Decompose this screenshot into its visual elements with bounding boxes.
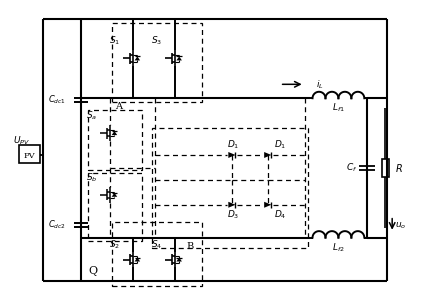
- Text: Q: Q: [88, 266, 97, 276]
- Bar: [88, 173, 142, 240]
- Polygon shape: [112, 193, 117, 197]
- Text: A: A: [115, 102, 122, 111]
- Text: $i_L$: $i_L$: [316, 78, 324, 91]
- Text: $D_1$: $D_1$: [274, 139, 287, 151]
- Text: B: B: [187, 242, 194, 251]
- Bar: [112, 22, 202, 102]
- Text: $C_{dc1}$: $C_{dc1}$: [48, 94, 66, 106]
- Polygon shape: [229, 202, 235, 208]
- Text: $S_4$: $S_4$: [151, 238, 162, 251]
- Text: $S_1$: $S_1$: [109, 34, 120, 47]
- Text: $D_1$: $D_1$: [227, 139, 239, 151]
- Text: $U_{PV}$: $U_{PV}$: [13, 135, 30, 147]
- Text: $C_f$: $C_f$: [346, 162, 357, 174]
- Text: $R$: $R$: [395, 162, 403, 174]
- Text: $S_a$: $S_a$: [86, 110, 97, 123]
- Polygon shape: [176, 257, 182, 261]
- Bar: [19, 145, 40, 163]
- Polygon shape: [264, 202, 271, 208]
- Bar: [382, 159, 389, 177]
- Text: PV: PV: [24, 152, 36, 160]
- Text: $D_3$: $D_3$: [227, 209, 239, 221]
- Text: $S_2$: $S_2$: [109, 238, 120, 251]
- Polygon shape: [229, 152, 235, 158]
- Text: $C_{dc2}$: $C_{dc2}$: [48, 218, 66, 231]
- Polygon shape: [264, 152, 271, 158]
- Text: $S_b$: $S_b$: [86, 172, 97, 184]
- Text: $u_o$: $u_o$: [396, 220, 407, 231]
- Polygon shape: [112, 131, 117, 135]
- Bar: [112, 222, 202, 286]
- Bar: [152, 128, 307, 247]
- Text: $L_{f2}$: $L_{f2}$: [332, 241, 345, 254]
- Bar: [88, 110, 142, 170]
- Polygon shape: [134, 257, 140, 261]
- Text: $S_3$: $S_3$: [151, 34, 162, 47]
- Text: $L_{f1}$: $L_{f1}$: [332, 102, 345, 114]
- Polygon shape: [176, 57, 182, 60]
- Polygon shape: [134, 57, 140, 60]
- Text: $D_4$: $D_4$: [274, 209, 287, 221]
